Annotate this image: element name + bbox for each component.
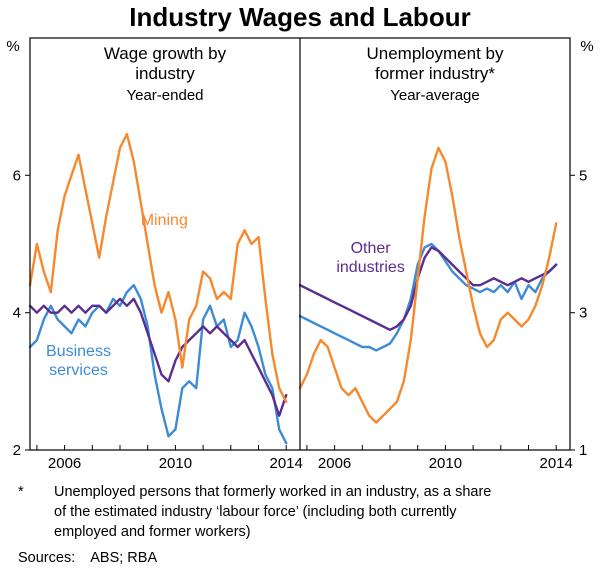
x-axis-label: 2010 xyxy=(159,455,192,472)
series-line-other-industries xyxy=(28,297,288,417)
x-axis-label: 2014 xyxy=(540,455,573,472)
sources-line: Sources: ABS; RBA xyxy=(0,542,600,566)
panel-title: former industry* xyxy=(375,64,495,83)
y-axis-label: 3 xyxy=(579,304,587,321)
plot-border xyxy=(29,36,571,451)
x-axis-label: 2010 xyxy=(429,455,462,472)
series-line-business-services xyxy=(28,283,288,444)
footnote: * Unemployed persons that formerly worke… xyxy=(0,477,600,542)
y-axis-label: 5 xyxy=(579,167,587,184)
panel-title: Unemployment by xyxy=(366,44,504,63)
footnote-text: Unemployed persons that formerly worked … xyxy=(54,483,492,540)
panel-title: industry xyxy=(135,64,195,83)
y-axis-label: 1 xyxy=(579,442,587,459)
series-line-mining xyxy=(298,146,558,424)
series-line-other-industries xyxy=(298,245,558,331)
sources-value: ABS; RBA xyxy=(90,549,158,566)
panel-subtitle: Year-ended xyxy=(126,87,203,104)
unit-label: % xyxy=(580,38,593,55)
y-axis-label: 2 xyxy=(13,442,21,459)
unit-label: % xyxy=(6,38,19,55)
x-axis-label: 2014 xyxy=(270,455,303,472)
panel-subtitle: Year-average xyxy=(390,87,480,104)
series-label-mining: Mining xyxy=(141,212,188,229)
y-axis-label: 4 xyxy=(13,304,21,321)
sources-label: Sources: xyxy=(18,549,76,566)
series-label-other-industries: industries xyxy=(336,259,404,276)
chart-title: Industry Wages and Labour xyxy=(129,2,471,32)
series-label-business-services: Business xyxy=(46,343,111,360)
y-axis-label: 6 xyxy=(13,167,21,184)
series-line-mining xyxy=(28,132,288,403)
footnote-marker: * xyxy=(18,483,24,500)
x-axis-label: 2006 xyxy=(48,455,81,472)
x-axis-label: 2006 xyxy=(318,455,351,472)
panel-title: Wage growth by xyxy=(104,44,227,63)
series-label-business-services: services xyxy=(49,362,108,379)
series-label-other-industries: Other xyxy=(351,240,392,257)
